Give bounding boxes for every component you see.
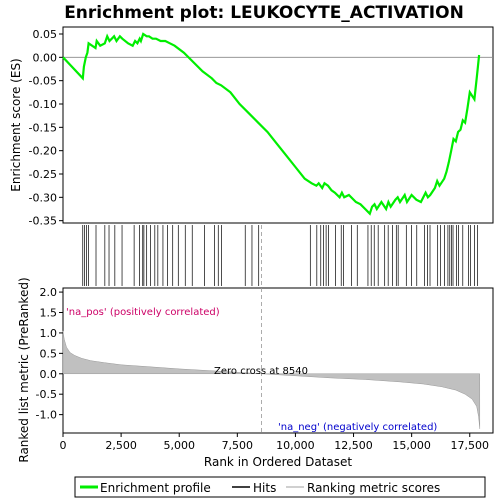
metric-y-tick-label: 1.5 (40, 307, 58, 320)
zero-cross-label: Zero cross at 8540 (214, 366, 308, 377)
es-y-tick-label: -0.10 (29, 98, 57, 111)
metric-y-tick-label: -1.0 (36, 409, 57, 422)
metric-y-axis-label: Ranked list metric (PreRanked) (17, 277, 31, 462)
metric-y-tick-label: -0.5 (36, 388, 57, 401)
x-tick-label: 7,500 (222, 439, 254, 452)
x-axis-label: Rank in Ordered Dataset (204, 455, 352, 469)
legend-metric-label: Ranking metric scores (307, 481, 440, 495)
chart-title: Enrichment plot: LEUKOCYTE_ACTIVATION (64, 3, 464, 23)
es-y-tick-label: -0.35 (29, 215, 57, 228)
legend-hits-label: Hits (253, 481, 276, 495)
es-y-tick-label: -0.15 (29, 121, 57, 134)
es-y-tick-label: 0.05 (33, 28, 58, 41)
metric-y-tick-label: 0.0 (40, 368, 58, 381)
x-tick-label: 2,500 (105, 439, 137, 452)
x-tick-label: 10,000 (276, 439, 315, 452)
x-tick-label: 15,000 (392, 439, 431, 452)
es-y-tick-label: -0.20 (29, 145, 57, 158)
es-y-axis-label: Enrichment score (ES) (9, 58, 23, 191)
es-panel-frame (63, 27, 493, 223)
x-tick-label: 5,000 (163, 439, 195, 452)
es-y-tick-label: -0.30 (29, 191, 57, 204)
es-y-tick-label: -0.05 (29, 75, 57, 88)
metric-y-tick-label: 0.5 (40, 347, 58, 360)
x-tick-label: 12,500 (334, 439, 373, 452)
x-tick-label: 17,500 (451, 439, 490, 452)
legend-enrichment-label: Enrichment profile (100, 481, 211, 495)
metric-y-tick-label: 2.0 (40, 286, 58, 299)
es-y-tick-label: 0.00 (33, 51, 58, 64)
x-tick-label: 0 (60, 439, 67, 452)
metric-y-tick-label: 1.0 (40, 327, 58, 340)
na-neg-label: 'na_neg' (negatively correlated) (278, 422, 437, 433)
es-y-tick-label: -0.25 (29, 168, 57, 181)
na-pos-label: 'na_pos' (positively correlated) (66, 307, 220, 318)
